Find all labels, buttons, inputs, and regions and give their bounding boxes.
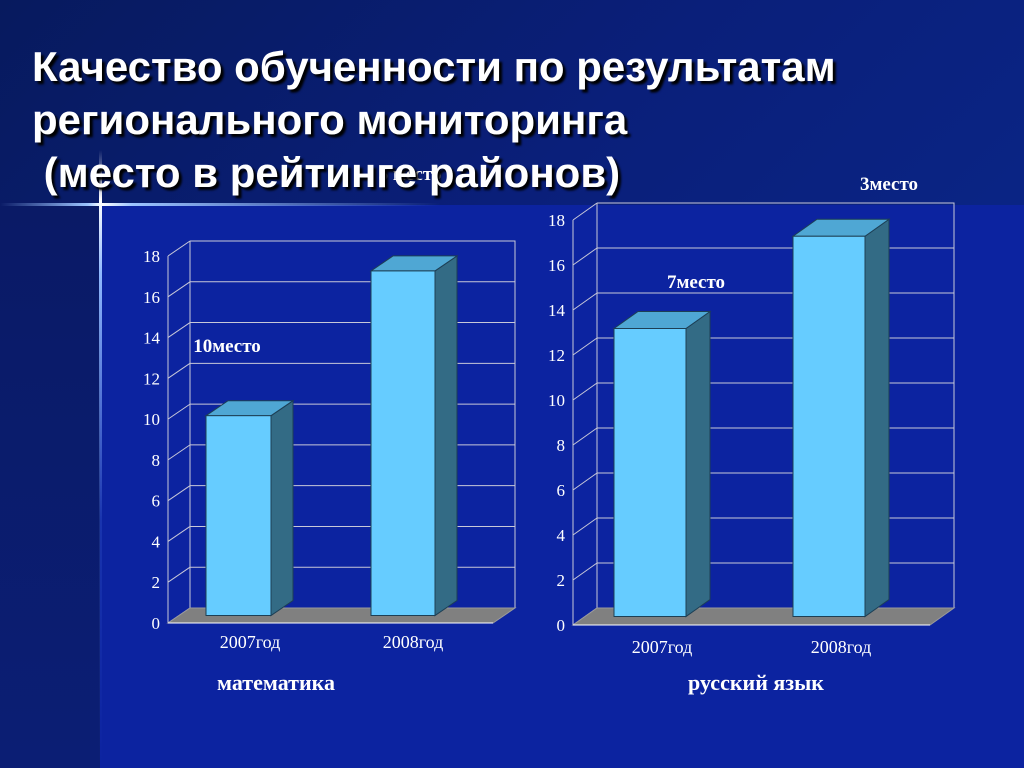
decorative-horizontal-line xyxy=(0,203,440,206)
chart-2-y-tick-label: 18 xyxy=(548,211,565,230)
chart-1-side-gridline xyxy=(167,566,191,583)
chart-1-x-axis-caption: математика xyxy=(217,670,335,695)
chart-1-side-gridline xyxy=(167,485,191,502)
chart-2-category-label-1: 2007год xyxy=(632,637,693,657)
chart-2-side-gridline xyxy=(572,517,598,536)
chart-1-y-tick-label: 6 xyxy=(152,492,161,511)
chart-2-side-gridline xyxy=(572,427,598,446)
chart-1-y-tick-label: 4 xyxy=(152,532,161,551)
chart-2-y-tick-label: 16 xyxy=(548,256,565,275)
background-band-left xyxy=(0,200,100,768)
chart-2-data-label-2: 3место xyxy=(860,174,918,195)
chart-1-y-tick-label: 2 xyxy=(152,573,161,592)
chart-2-y-tick-label: 0 xyxy=(557,616,566,635)
chart-2-side-gridline xyxy=(572,337,598,356)
title-line-1: Качество обученности по результатам xyxy=(32,43,836,90)
chart-1-side-gridline xyxy=(167,240,191,257)
chart-1-y-tick-label: 0 xyxy=(152,614,161,633)
chart-1-category-label-2: 2008год xyxy=(383,632,444,652)
chart-1-category-label-1: 2007год xyxy=(220,632,281,652)
chart-1-data-label-2: 5 место xyxy=(379,164,442,185)
chart-2-category-label-2: 2008год xyxy=(811,637,872,657)
chart-1-y-tick-label: 18 xyxy=(143,247,160,266)
chart-1-side-gridline xyxy=(167,362,191,379)
chart-2-y-tick-label: 2 xyxy=(557,571,566,590)
chart-1-y-tick-label: 14 xyxy=(143,329,161,348)
chart-1-bar-side-1 xyxy=(270,399,294,617)
chart-2-side-gridline xyxy=(572,202,598,221)
chart-1-y-tick-label: 8 xyxy=(152,451,161,470)
chart-2-y-tick-label: 12 xyxy=(548,346,565,365)
decorative-vertical-line xyxy=(99,150,102,768)
title-line-3: (место в рейтинге районов) xyxy=(32,149,621,196)
chart-2-bar-side-2 xyxy=(864,218,890,618)
chart-1-side-gridline xyxy=(167,281,191,298)
chart-1-y-tick-label: 16 xyxy=(143,288,160,307)
chart-1-data-label-1: 10место xyxy=(193,336,261,357)
chart-2-side-gridline xyxy=(572,292,598,311)
chart-2-y-tick-label: 8 xyxy=(557,436,566,455)
chart-1-side-gridline xyxy=(167,322,191,338)
chart-1-y-tick-label: 10 xyxy=(143,410,160,429)
chart-2-y-tick-label: 14 xyxy=(548,301,566,320)
chart-1-side-gridline xyxy=(167,444,191,461)
chart-2-side-gridline xyxy=(572,472,598,491)
chart-2-side-gridline xyxy=(572,562,598,581)
chart-2-y-tick-label: 10 xyxy=(548,391,565,410)
chart-2-y-tick-label: 6 xyxy=(557,481,566,500)
chart-1-bar-1 xyxy=(205,415,272,617)
chart-1-side-gridline xyxy=(167,403,191,420)
chart-2-x-axis-caption: русский язык xyxy=(688,670,824,695)
chart-1-y-tick-label: 12 xyxy=(143,369,160,388)
chart-2-bar-side-1 xyxy=(685,310,711,618)
title-line-2: регионального мониторинга xyxy=(32,96,628,143)
chart-2-data-label-1: 7место xyxy=(667,272,725,293)
chart-2-side-gridline xyxy=(572,382,598,401)
slide-title: Качество обученности по результатам реги… xyxy=(32,40,836,199)
chart-1-side-gridline xyxy=(167,526,191,542)
chart-2-y-tick-label: 4 xyxy=(557,526,566,545)
chart-2-side-gridline xyxy=(572,247,598,266)
chart-2-bar-1 xyxy=(613,328,687,617)
chart-1-bar-2 xyxy=(370,270,436,616)
chart-2-bar-2 xyxy=(792,235,866,617)
chart-1-bar-side-2 xyxy=(434,254,458,617)
